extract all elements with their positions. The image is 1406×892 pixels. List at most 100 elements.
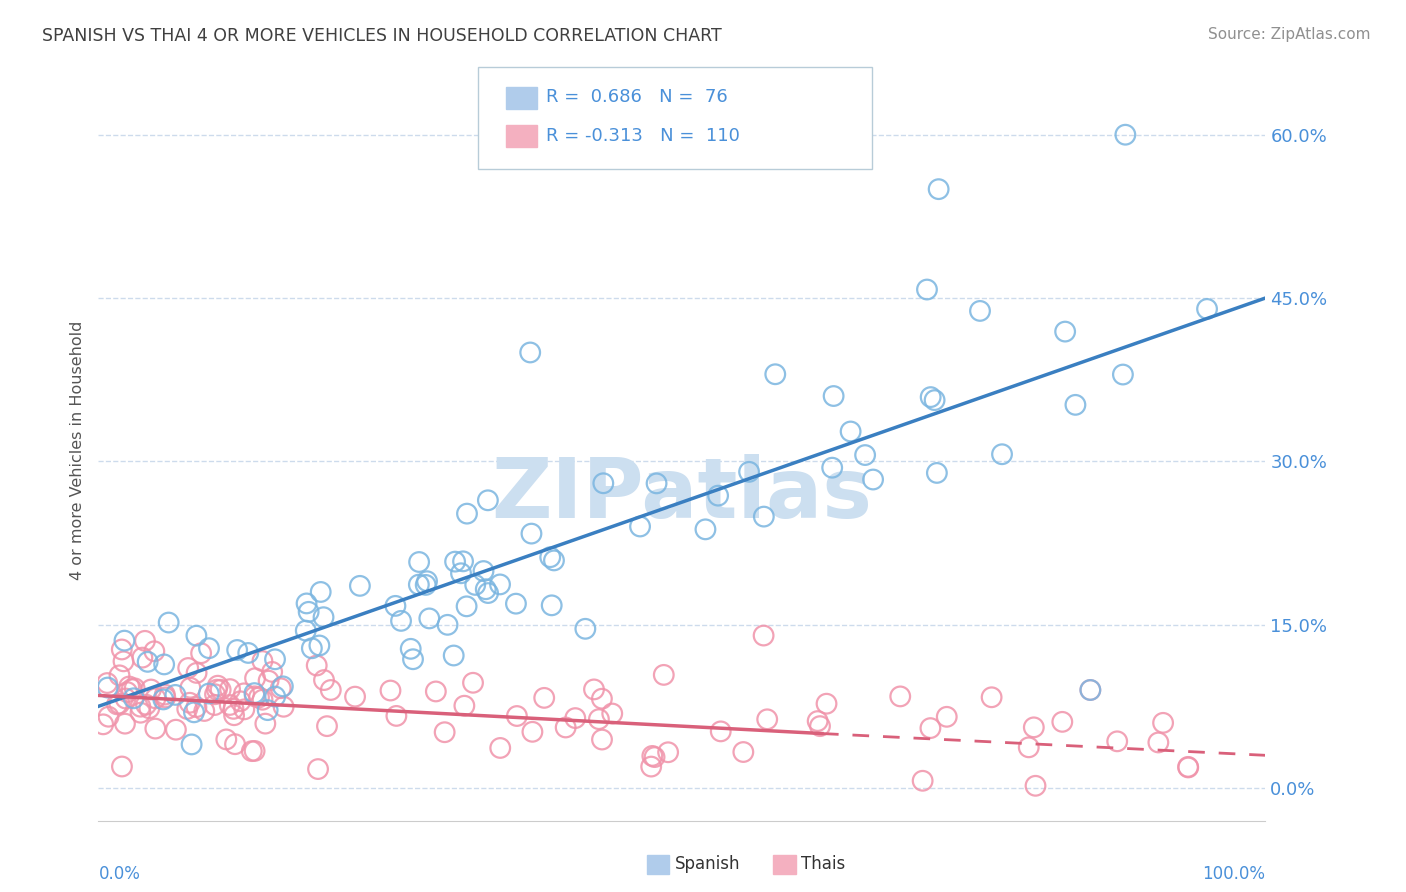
- Point: [243, 744, 266, 758]
- Point: [600, 706, 623, 721]
- Text: 100.0%: 100.0%: [1202, 865, 1265, 883]
- Point: [889, 690, 911, 704]
- Point: [307, 762, 329, 776]
- Point: [464, 578, 486, 592]
- Point: [222, 702, 245, 716]
- Point: [574, 622, 596, 636]
- Point: [122, 691, 145, 706]
- Point: [520, 526, 543, 541]
- Point: [179, 681, 201, 695]
- Point: [111, 759, 134, 773]
- Point: [155, 690, 177, 705]
- Point: [152, 692, 174, 706]
- Point: [821, 460, 844, 475]
- Point: [243, 686, 266, 700]
- Point: [97, 709, 120, 723]
- Y-axis label: 4 or more Vehicles in Household: 4 or more Vehicles in Household: [69, 321, 84, 580]
- Point: [823, 389, 845, 403]
- Point: [294, 624, 316, 638]
- Point: [218, 698, 240, 712]
- Point: [657, 745, 679, 759]
- Point: [756, 712, 779, 726]
- Point: [118, 680, 141, 694]
- Point: [114, 633, 136, 648]
- Point: [540, 599, 562, 613]
- Point: [298, 605, 321, 619]
- Point: [198, 687, 221, 701]
- Point: [121, 682, 143, 697]
- Point: [1024, 779, 1046, 793]
- Point: [752, 509, 775, 524]
- Point: [114, 716, 136, 731]
- Point: [129, 706, 152, 720]
- Point: [243, 690, 266, 704]
- Point: [519, 345, 541, 359]
- Point: [301, 641, 323, 656]
- Point: [1114, 128, 1136, 142]
- Point: [179, 696, 201, 710]
- Point: [224, 737, 246, 751]
- Text: ZIPatlas: ZIPatlas: [492, 453, 872, 534]
- Point: [207, 679, 229, 693]
- Point: [252, 654, 274, 668]
- Point: [522, 724, 544, 739]
- Point: [416, 574, 439, 589]
- Point: [489, 741, 512, 756]
- Point: [389, 614, 412, 628]
- Point: [115, 685, 138, 699]
- Point: [1107, 734, 1129, 748]
- Point: [97, 681, 120, 695]
- Point: [582, 682, 605, 697]
- Point: [349, 579, 371, 593]
- Point: [853, 448, 876, 462]
- Point: [453, 698, 475, 713]
- Point: [733, 745, 755, 759]
- Point: [640, 759, 662, 773]
- Point: [91, 717, 114, 731]
- Point: [295, 596, 318, 610]
- Point: [815, 697, 838, 711]
- Point: [408, 555, 430, 569]
- Point: [477, 493, 499, 508]
- Point: [1177, 760, 1199, 774]
- Point: [209, 682, 232, 697]
- Point: [418, 611, 440, 625]
- Point: [710, 724, 733, 739]
- Point: [588, 712, 610, 726]
- Point: [538, 550, 561, 565]
- Point: [591, 691, 613, 706]
- Point: [644, 750, 666, 764]
- Point: [270, 681, 292, 696]
- Point: [380, 683, 402, 698]
- Point: [309, 585, 332, 599]
- Point: [136, 655, 159, 669]
- Point: [444, 555, 467, 569]
- Point: [1112, 368, 1135, 382]
- Point: [641, 748, 664, 763]
- Point: [204, 687, 226, 701]
- Point: [1022, 720, 1045, 734]
- Point: [450, 566, 472, 581]
- Point: [408, 577, 430, 591]
- Point: [165, 723, 187, 737]
- Point: [262, 665, 284, 679]
- Point: [415, 578, 437, 592]
- Point: [305, 658, 328, 673]
- Text: Source: ZipAtlas.com: Source: ZipAtlas.com: [1208, 27, 1371, 42]
- Point: [190, 646, 212, 660]
- Point: [271, 679, 294, 693]
- Point: [177, 661, 200, 675]
- Point: [425, 684, 447, 698]
- Point: [1054, 325, 1077, 339]
- Point: [204, 698, 226, 712]
- Point: [319, 683, 342, 698]
- Point: [226, 643, 249, 657]
- Point: [969, 304, 991, 318]
- Point: [807, 714, 830, 728]
- Point: [1052, 714, 1074, 729]
- Text: R =  0.686   N =  76: R = 0.686 N = 76: [546, 88, 727, 106]
- Point: [980, 690, 1002, 705]
- Point: [1080, 683, 1102, 698]
- Point: [135, 698, 157, 712]
- Point: [506, 709, 529, 723]
